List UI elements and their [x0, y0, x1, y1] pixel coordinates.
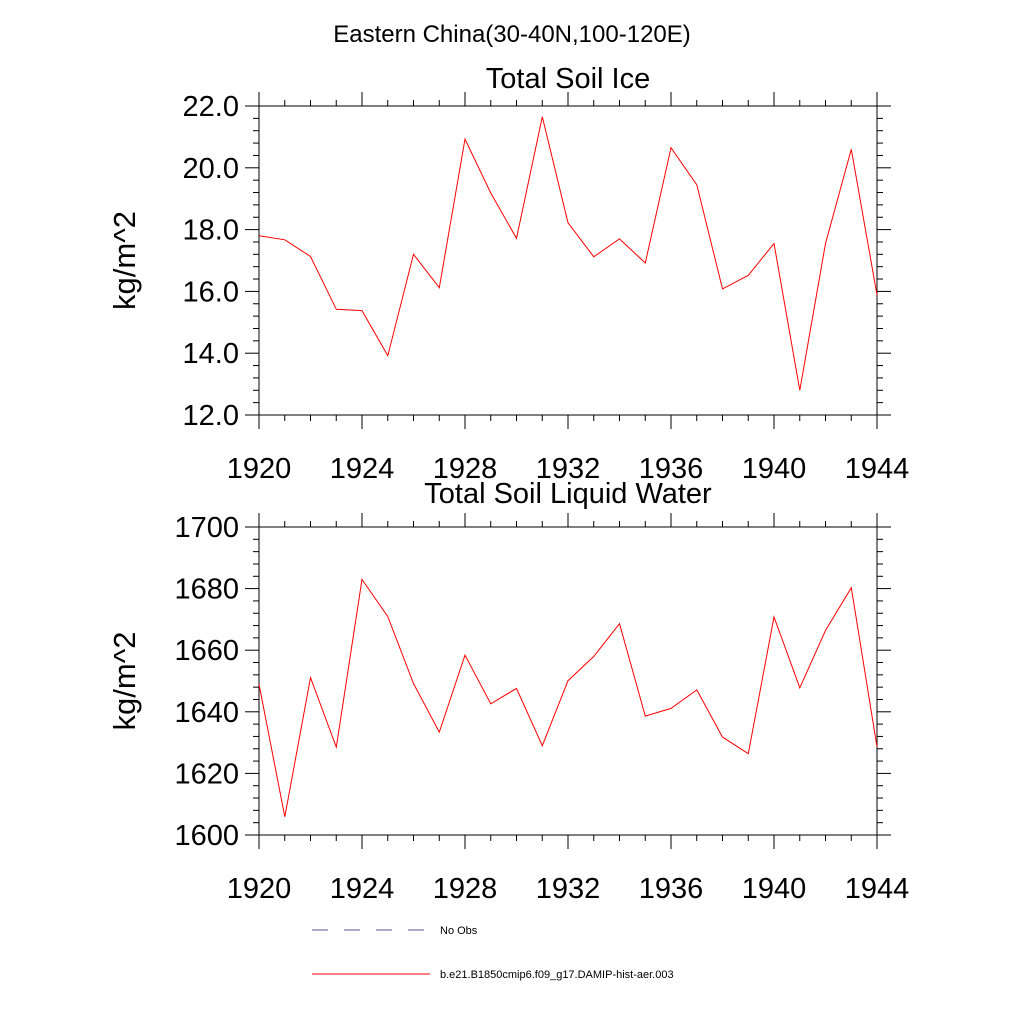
y-axis-label: kg/m^2	[107, 632, 142, 731]
y-tick-label: 1700	[174, 512, 239, 544]
x-axis: 1920 1924 1928 1932 1936 1940 1944	[227, 513, 910, 905]
y-tick-label: 1600	[174, 820, 239, 852]
x-axis: 1920 1924 1928 1932 1936 1940 1944	[227, 92, 910, 485]
x-tick-label: 1936	[639, 453, 704, 485]
y-axis-label: kg/m^2	[107, 211, 142, 310]
panel-title: Total Soil Ice	[486, 63, 650, 95]
x-tick-label: 1932	[536, 873, 601, 905]
x-tick-label: 1924	[330, 453, 395, 485]
x-tick-label: 1920	[227, 873, 292, 905]
series-line	[258, 116, 878, 391]
y-tick-label: 18.0	[183, 215, 239, 247]
figure-title: Eastern China(30-40N,100-120E)	[333, 21, 691, 48]
y-axis: 1600 1620 1640 1660 1680 1700	[174, 512, 891, 852]
y-tick-label: 14.0	[183, 338, 239, 370]
legend-label-no-obs: No Obs	[440, 925, 478, 937]
legend: No Obs b.e21.B1850cmip6.f09_g17.DAMIP-hi…	[312, 925, 674, 981]
y-tick-label: 22.0	[183, 91, 239, 123]
y-tick-label: 1640	[174, 697, 239, 729]
x-tick-label: 1928	[433, 873, 498, 905]
x-tick-label: 1928	[433, 453, 498, 485]
series-line	[258, 578, 878, 817]
y-tick-label: 20.0	[183, 153, 239, 185]
y-tick-label: 1660	[174, 635, 239, 667]
plot-frame	[258, 105, 878, 416]
legend-label-model: b.e21.B1850cmip6.f09_g17.DAMIP-hist-aer.…	[440, 969, 674, 981]
y-tick-label: 12.0	[183, 400, 239, 432]
x-tick-label: 1940	[742, 453, 807, 485]
panel-title: Total Soil Liquid Water	[424, 478, 712, 510]
x-tick-label: 1932	[536, 453, 601, 485]
x-tick-label: 1936	[639, 873, 704, 905]
x-tick-label: 1940	[742, 873, 807, 905]
x-tick-label: 1920	[227, 453, 292, 485]
x-tick-label: 1944	[845, 453, 910, 485]
y-axis: 12.0 14.0 16.0 18.0 20.0 22.0	[183, 91, 891, 432]
x-tick-label: 1924	[330, 873, 395, 905]
y-tick-label: 1680	[174, 574, 239, 606]
y-tick-label: 1620	[174, 758, 239, 790]
x-tick-label: 1944	[845, 873, 910, 905]
y-tick-label: 16.0	[183, 276, 239, 308]
